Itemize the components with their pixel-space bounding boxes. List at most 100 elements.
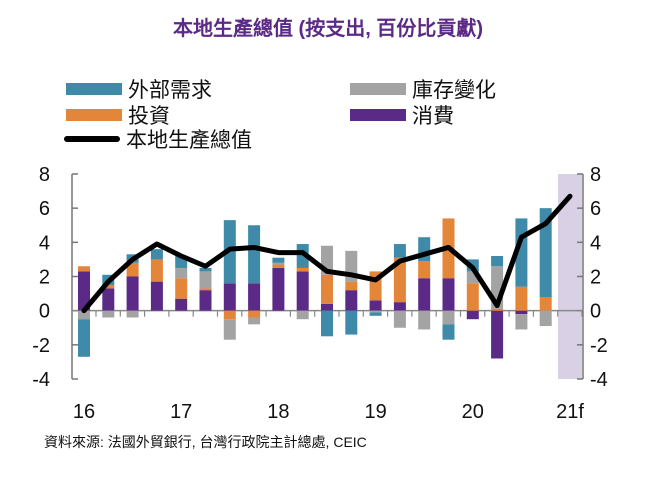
bar-investment-18Q2 — [296, 267, 309, 272]
y-tick-label-left: -2 — [32, 335, 50, 357]
legend-label: 庫存變化 — [412, 79, 496, 102]
y-tick-label-left: 2 — [39, 267, 50, 289]
legend-inventory: 庫存變化 — [350, 78, 496, 102]
bar-investment-20Q2 — [491, 308, 504, 311]
bar-consumption-19Q1 — [369, 300, 382, 311]
x-tick-label: 21f — [556, 401, 584, 423]
bar-inventory-16Q1 — [78, 310, 90, 320]
legend-label: 外部需求 — [128, 79, 212, 102]
bar-consumption-20Q2 — [491, 310, 504, 359]
bar-inventory-18Q1 — [272, 262, 285, 265]
bar-external-17Q1 — [175, 256, 188, 268]
legend-swatch-investment — [66, 109, 122, 121]
bar-investment-20Q3 — [515, 286, 528, 311]
bar-consumption-17Q1 — [175, 298, 188, 311]
bar-external-20Q2 — [491, 256, 504, 267]
bar-inventory-16Q2 — [102, 310, 115, 318]
bar-inventory-18Q2 — [296, 310, 309, 320]
bar-consumption-17Q3 — [223, 283, 236, 311]
bar-external-18Q4 — [345, 310, 358, 335]
legend-swatch-inventory — [350, 83, 406, 95]
x-tick-label: 17 — [170, 401, 192, 423]
bar-inventory-19Q3 — [418, 310, 431, 330]
bar-investment-20Q1 — [466, 283, 479, 311]
bar-investment-17Q4 — [248, 310, 261, 318]
bar-consumption-16Q1 — [78, 271, 90, 311]
bar-inventory-16Q3 — [126, 310, 139, 318]
y-tick-label-right: 0 — [590, 301, 601, 323]
bar-external-19Q1 — [369, 312, 382, 316]
bar-external-18Q2 — [296, 244, 309, 268]
bar-investment-16Q4 — [150, 259, 163, 282]
y-tick-label-right: 2 — [590, 267, 601, 289]
legend-label: 投資 — [128, 105, 170, 128]
bar-consumption-19Q4 — [442, 278, 455, 311]
legend-investment: 投資 — [66, 104, 170, 128]
bar-consumption-20Q3 — [515, 310, 528, 315]
bar-investment-18Q4 — [345, 281, 358, 291]
y-tick-label-right: -4 — [590, 369, 608, 391]
bar-external-18Q3 — [321, 310, 333, 337]
y-tick-label-right: 8 — [590, 164, 601, 186]
x-tick-label: 20 — [462, 401, 484, 423]
y-tick-label-left: 4 — [39, 232, 50, 254]
bar-investment-16Q3 — [126, 262, 139, 277]
bar-investment-19Q3 — [418, 261, 431, 279]
bar-consumption-19Q3 — [418, 278, 431, 311]
y-tick-label-left: 8 — [39, 164, 50, 186]
bar-external-16Q1 — [78, 319, 90, 357]
bar-inventory-17Q3 — [223, 319, 236, 340]
bar-inventory-17Q1 — [175, 267, 188, 279]
bar-external-20Q4 — [539, 208, 552, 297]
bar-consumption-18Q4 — [345, 290, 358, 311]
bar-inventory-20Q4 — [539, 310, 552, 327]
bar-consumption-18Q2 — [296, 271, 309, 311]
bar-investment-18Q1 — [272, 264, 285, 268]
bar-external-19Q4 — [442, 324, 455, 340]
legend-external: 外部需求 — [66, 78, 212, 102]
legend-label: 消費 — [412, 105, 454, 128]
legend-swatch-consumption — [350, 109, 406, 121]
bar-external-17Q2 — [199, 267, 212, 272]
bar-investment-17Q2 — [199, 288, 212, 291]
y-tick-label-right: 4 — [590, 232, 601, 254]
y-tick-label-left: -4 — [32, 369, 50, 391]
bar-external-16Q4 — [150, 249, 163, 260]
bar-consumption-18Q3 — [321, 303, 333, 311]
bar-external-19Q2 — [393, 244, 406, 258]
bar-investment-16Q1 — [78, 266, 90, 272]
bar-investment-17Q3 — [223, 310, 236, 320]
bar-inventory-19Q1 — [369, 310, 382, 313]
bar-investment-16Q2 — [102, 285, 115, 289]
y-tick-label-right: -2 — [590, 335, 608, 357]
bar-investment-19Q2 — [393, 257, 406, 303]
bar-investment-18Q3 — [321, 274, 333, 304]
bar-consumption-19Q2 — [393, 302, 406, 311]
bar-inventory-19Q4 — [442, 310, 455, 325]
y-tick-label-left: 6 — [39, 198, 50, 220]
legend-gdp: 本地生產總值 — [64, 128, 252, 152]
bar-consumption-16Q2 — [102, 288, 115, 311]
source-note: 資料來源: 法國外貿銀行, 台灣行政院主計總處, CEIC — [44, 434, 367, 450]
bar-inventory-20Q1 — [466, 271, 479, 284]
legend-consumption: 消費 — [350, 104, 454, 128]
y-tick-label-right: 6 — [590, 198, 601, 220]
bar-external-17Q4 — [248, 225, 261, 284]
bar-investment-20Q4 — [539, 297, 552, 311]
x-tick-label: 19 — [364, 401, 386, 423]
bar-consumption-18Q1 — [272, 267, 285, 311]
bar-inventory-17Q4 — [248, 317, 261, 325]
x-tick-label: 18 — [267, 401, 289, 423]
bar-external-18Q1 — [272, 257, 285, 263]
bar-consumption-16Q3 — [126, 276, 139, 311]
bar-inventory-17Q2 — [199, 271, 212, 289]
bar-consumption-16Q4 — [150, 281, 163, 311]
bar-investment-17Q1 — [175, 278, 188, 299]
x-tick-label: 16 — [73, 401, 95, 423]
y-tick-label-left: 0 — [39, 301, 50, 323]
bar-consumption-17Q2 — [199, 290, 212, 311]
legend-swatch-gdp — [64, 136, 120, 142]
bar-consumption-17Q4 — [248, 283, 261, 311]
bar-consumption-20Q1 — [466, 310, 479, 320]
